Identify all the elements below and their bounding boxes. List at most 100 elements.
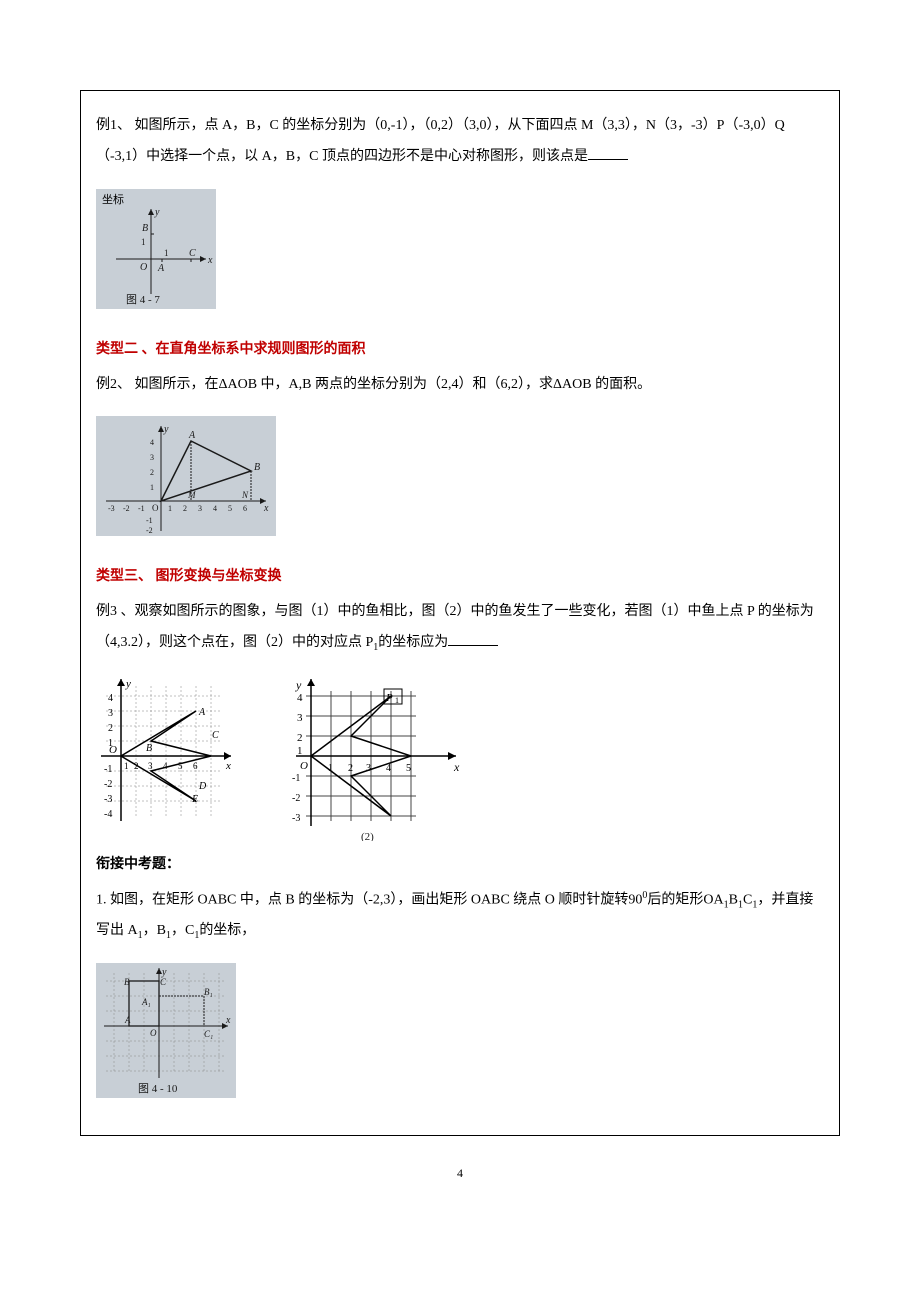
svg-text:5: 5 bbox=[406, 763, 411, 774]
example-3-figures: y x 4 3 2 1 O -1 -2 -3 -4 1 2 3 4 5 6 A … bbox=[96, 671, 824, 841]
svg-text:x: x bbox=[207, 255, 213, 266]
blank-1 bbox=[588, 146, 628, 160]
section-2-heading: 类型二 、在直角坐标系中求规则图形的面积 bbox=[96, 338, 824, 358]
svg-text:3: 3 bbox=[297, 712, 303, 724]
svg-text:2: 2 bbox=[150, 468, 154, 477]
svg-text:y: y bbox=[163, 424, 169, 435]
example-2-text: 例2、 如图所示，在ΔAOB 中，A,B 两点的坐标分别为（2,4）和（6,2）… bbox=[96, 370, 824, 401]
svg-text:-2: -2 bbox=[292, 793, 300, 804]
svg-text:x: x bbox=[225, 760, 231, 772]
svg-text:-1: -1 bbox=[292, 773, 300, 784]
problem-1-text: 1. 如图，在矩形 OABC 中，点 B 的坐标为（-2,3），画出矩形 OAB… bbox=[96, 885, 824, 947]
svg-text:3: 3 bbox=[108, 708, 113, 719]
svg-text:-2: -2 bbox=[123, 504, 130, 513]
content-border: 例1、 如图所示，点 A，B，C 的坐标分别为（0,-1），（0,2）（3,0）… bbox=[80, 90, 840, 1136]
svg-text:1: 1 bbox=[395, 696, 399, 705]
example-1-text: 例1、 如图所示，点 A，B，C 的坐标分别为（0,-1），（0,2）（3,0）… bbox=[96, 111, 824, 173]
svg-text:y: y bbox=[154, 207, 160, 218]
svg-text:B: B bbox=[142, 223, 148, 234]
problem-1-body-4: C bbox=[743, 893, 752, 908]
svg-text:4: 4 bbox=[108, 693, 113, 704]
svg-text:O: O bbox=[300, 760, 308, 772]
svg-text:O: O bbox=[150, 1028, 157, 1038]
figure-1-caption: 图 4 - 7 bbox=[126, 291, 160, 307]
svg-text:O: O bbox=[140, 262, 147, 273]
bridge-heading: 衔接中考题： bbox=[96, 853, 824, 873]
problem-1-body-7: ，C bbox=[171, 923, 194, 938]
svg-text:y: y bbox=[295, 678, 302, 692]
svg-text:y: y bbox=[125, 678, 131, 690]
problem-1-body-8: 的坐标， bbox=[199, 923, 255, 938]
svg-text:4: 4 bbox=[297, 692, 303, 704]
svg-text:4: 4 bbox=[163, 761, 168, 771]
svg-text:6: 6 bbox=[193, 761, 198, 771]
svg-text:坐标: 坐标 bbox=[102, 192, 124, 206]
svg-text:-2: -2 bbox=[104, 779, 112, 790]
figure-example-3a: y x 4 3 2 1 O -1 -2 -3 -4 1 2 3 4 5 6 A … bbox=[96, 671, 236, 821]
problem-1-label: 1. bbox=[96, 893, 107, 908]
svg-text:3: 3 bbox=[150, 453, 154, 462]
svg-text:O: O bbox=[109, 744, 117, 756]
figure-3b-caption: (2) bbox=[361, 831, 374, 841]
svg-text:-1: -1 bbox=[104, 764, 112, 775]
svg-text:-1: -1 bbox=[146, 516, 153, 525]
svg-text:x: x bbox=[453, 760, 460, 774]
svg-text:-3: -3 bbox=[108, 504, 115, 513]
svg-text:-4: -4 bbox=[104, 809, 112, 820]
page-number: 4 bbox=[80, 1166, 840, 1181]
svg-text:C: C bbox=[212, 730, 219, 741]
example-3-body-2: 的坐标应为 bbox=[378, 635, 448, 650]
example-2-label: 例2、 bbox=[96, 377, 131, 392]
svg-text:-2: -2 bbox=[146, 526, 153, 535]
svg-text:B: B bbox=[254, 462, 260, 473]
svg-text:B: B bbox=[124, 977, 130, 987]
svg-text:A₁: A₁ bbox=[141, 997, 151, 1007]
svg-text:C: C bbox=[160, 977, 167, 987]
svg-text:2: 2 bbox=[108, 723, 113, 734]
section-3-heading: 类型三、 图形变换与坐标变换 bbox=[96, 565, 824, 585]
svg-text:x: x bbox=[263, 503, 269, 514]
svg-text:3: 3 bbox=[148, 761, 153, 771]
svg-text:A: A bbox=[157, 263, 165, 274]
blank-2 bbox=[448, 632, 498, 646]
svg-text:1: 1 bbox=[164, 248, 169, 258]
example-1-body: 如图所示，点 A，B，C 的坐标分别为（0,-1），（0,2）（3,0），从下面… bbox=[96, 118, 785, 164]
figure-problem-1: y x O B C A A₁ B₁ C₁ 图 4 - 10 bbox=[96, 963, 236, 1098]
svg-text:B₁: B₁ bbox=[204, 987, 213, 997]
svg-text:2: 2 bbox=[183, 504, 187, 513]
svg-text:1: 1 bbox=[168, 504, 172, 513]
figure-example-3b: y x 4 3 2 1 O -1 -2 -3 1 2 3 4 5 P 1 (2) bbox=[276, 671, 466, 841]
svg-text:M: M bbox=[187, 490, 196, 500]
svg-text:C: C bbox=[189, 248, 196, 259]
svg-text:1: 1 bbox=[141, 237, 146, 247]
svg-text:x: x bbox=[225, 1015, 231, 1026]
figure-p1-caption: 图 4 - 10 bbox=[138, 1080, 177, 1096]
svg-text:2: 2 bbox=[348, 763, 353, 774]
svg-text:6: 6 bbox=[243, 504, 247, 513]
problem-1-body-2: 后的矩形OA bbox=[647, 893, 723, 908]
svg-text:N: N bbox=[241, 490, 249, 500]
svg-text:D: D bbox=[198, 781, 207, 792]
svg-text:A: A bbox=[198, 707, 206, 718]
svg-text:4: 4 bbox=[150, 438, 154, 447]
svg-text:1: 1 bbox=[297, 745, 303, 757]
svg-text:E: E bbox=[191, 794, 198, 805]
svg-text:-3: -3 bbox=[104, 794, 112, 805]
example-1-label: 例1、 bbox=[96, 118, 131, 133]
problem-1-body-6: ，B bbox=[143, 923, 166, 938]
figure-example-2: y x O 1 2 3 4 5 6 -1 -2 -3 1 2 3 4 -1 -2… bbox=[96, 416, 276, 536]
example-3-label: 例3 bbox=[96, 604, 117, 619]
svg-text:3: 3 bbox=[198, 504, 202, 513]
example-2-body: 如图所示，在ΔAOB 中，A,B 两点的坐标分别为（2,4）和（6,2），求ΔA… bbox=[131, 377, 651, 392]
svg-text:C₁: C₁ bbox=[204, 1029, 213, 1039]
svg-text:O: O bbox=[152, 503, 159, 513]
svg-text:3: 3 bbox=[366, 763, 371, 774]
svg-text:1: 1 bbox=[124, 761, 129, 771]
svg-text:5: 5 bbox=[228, 504, 232, 513]
svg-text:A: A bbox=[124, 1015, 131, 1025]
svg-text:B: B bbox=[146, 743, 152, 754]
example-3-text: 例3 、观察如图所示的图象，与图（1）中的鱼相比，图（2）中的鱼发生了一些变化，… bbox=[96, 597, 824, 659]
svg-text:-3: -3 bbox=[292, 813, 300, 824]
svg-text:A: A bbox=[188, 430, 196, 441]
figure-example-1: 坐标 B 1 O A 1 C x y 图 4 - 7 bbox=[96, 189, 216, 309]
